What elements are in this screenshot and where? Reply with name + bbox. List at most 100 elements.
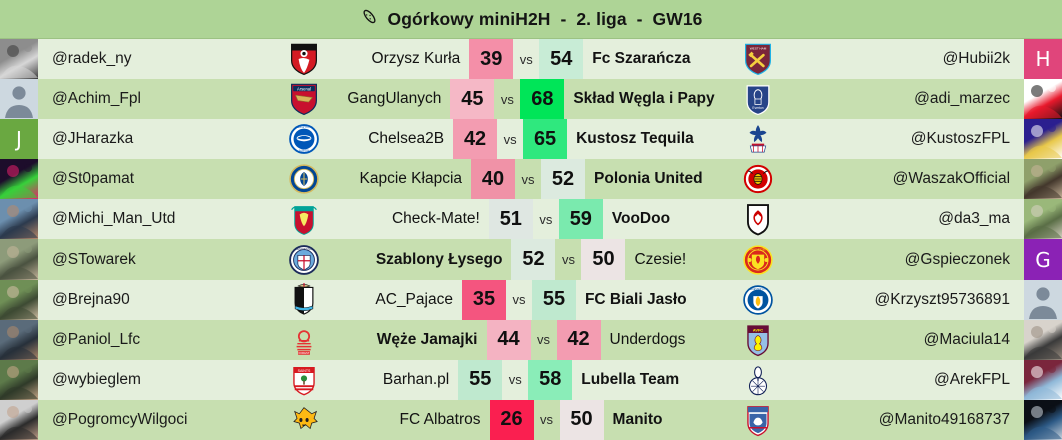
vs-label: vs (503, 131, 517, 147)
fixture-row: @PogromcyWilgoci FC Albatros 26 vs 50 Manito @… (0, 399, 1062, 440)
away-manager[interactable]: @Manito49168737 (878, 410, 1011, 428)
home-manager[interactable]: @PogromcyWilgoci (52, 410, 188, 428)
away-club-badge-west-ham-icon: WEST HAM (724, 39, 792, 79)
home-team-name: AC_Pajace (375, 290, 453, 308)
home-manager[interactable]: @Achim_Fpl (52, 90, 141, 108)
home-manager[interactable]: @Brejna90 (52, 290, 130, 308)
title-separator-1: - (560, 8, 567, 29)
away-manager[interactable]: @Gspieczonek (904, 250, 1010, 268)
home-team-name: GangUlanych (347, 90, 442, 108)
fpl-sombrero-avatar (1024, 119, 1062, 160)
fixtures-list: @radek_ny Orzysz Kurła 39 vs 54 Fc Szarańcza W… (0, 39, 1062, 440)
title-separator-2: - (636, 8, 643, 29)
home-team-name: Szablony Łysego (375, 250, 503, 268)
home-club-badge-southampton-icon: SAINTS (270, 360, 338, 400)
away-manager[interactable]: @da3_ma (938, 210, 1011, 228)
away-club-badge-everton-icon: Everton (724, 79, 792, 119)
home-club-badge-bournemouth-icon (270, 39, 338, 79)
vs-label: vs (540, 412, 554, 428)
photo-avatar (1024, 159, 1062, 200)
home-score: 39 (469, 39, 514, 80)
away-team-name: VooDoo (611, 210, 671, 228)
home-score: 55 (458, 359, 503, 400)
photo-avatar (0, 199, 38, 240)
away-club-badge-brentford-icon (724, 159, 792, 199)
fixture-row: @Achim_Fpl Arsenal GangUlanych 45 vs 68 Skład … (0, 79, 1062, 120)
away-team-name: Polonia United (594, 170, 703, 188)
league-label: 2. liga (576, 8, 627, 29)
home-team-name: Węże Jamajki (376, 330, 478, 348)
fixture-row: @Michi_Man_Utd Check-Mate! 51 vs 59 VooDoo @da… (0, 199, 1062, 240)
home-club-badge-chelsea-icon (270, 159, 338, 199)
home-club-badge-newcastle-icon (270, 280, 338, 320)
skull-avatar (0, 39, 38, 80)
home-manager[interactable]: @Michi_Man_Utd (52, 210, 176, 228)
vs-label: vs (508, 372, 522, 388)
fixture-row: @Brejna90 AC_Pajace 35 vs 55 FC Biali Jasło LE… (0, 279, 1062, 320)
away-club-badge-leicester-icon: LEICESTER CITY (724, 280, 792, 320)
pickle-icon (360, 7, 379, 31)
home-score: 44 (486, 319, 531, 360)
home-manager[interactable]: @STowarek (52, 250, 136, 268)
away-score: 50 (559, 399, 604, 440)
away-score: 65 (523, 119, 568, 160)
svg-text:WEST HAM: WEST HAM (750, 46, 767, 50)
away-manager[interactable]: @ArekFPL (933, 370, 1011, 388)
fixture-row: @wybieglem SAINTS Barhan.pl 55 vs 58 Lubella T… (0, 359, 1062, 400)
away-team-name: Manito (612, 410, 663, 428)
photo-avatar (0, 319, 38, 360)
photo-avatar (0, 399, 38, 440)
home-club-badge-nottingham-forest-icon: FOREST (270, 320, 338, 360)
home-manager[interactable]: @radek_ny (52, 50, 132, 68)
vs-label: vs (539, 211, 553, 227)
away-score: 68 (520, 79, 565, 120)
home-score: 42 (453, 119, 498, 160)
svg-text:MANCHESTER: MANCHESTER (750, 248, 766, 251)
away-team-name: Fc Szarańcza (592, 50, 691, 68)
elektryk-graphic-avatar (0, 159, 38, 200)
svg-text:ALBION: ALBION (299, 149, 309, 153)
away-score: 55 (531, 279, 576, 320)
letter-avatar: J (0, 119, 38, 160)
svg-text:BRIGHTON: BRIGHTON (297, 125, 312, 129)
home-manager[interactable]: @Paniol_Lfc (52, 330, 141, 348)
away-score: 42 (556, 319, 601, 360)
abc-adrian-boss-avatar (1024, 79, 1062, 120)
home-manager[interactable]: @JHarazka (52, 130, 134, 148)
header-bar: Ogórkowy miniH2H - 2. liga - GW16 (0, 0, 1062, 39)
away-club-badge-crystal-palace-icon (724, 119, 792, 159)
home-club-badge-brighton-icon: BRIGHTON ALBION (270, 119, 338, 159)
away-score: 59 (558, 199, 603, 240)
page-title: Ogórkowy miniH2H (387, 8, 551, 29)
home-team-name: FC Albatros (399, 410, 481, 428)
photo-avatar (1024, 319, 1062, 360)
svg-text:LEICESTER CITY: LEICESTER CITY (749, 289, 768, 291)
home-team-name: Check-Mate! (391, 210, 480, 228)
away-manager[interactable]: @WaszakOfficial (892, 170, 1011, 188)
home-score: 35 (461, 279, 506, 320)
letter-avatar: G (1024, 239, 1062, 280)
home-manager[interactable]: @St0pamat (52, 170, 135, 188)
fixture-row: J @JHarazka BRIGHTON ALBION Chelsea2B 42 vs 65 K… (0, 119, 1062, 160)
vs-label: vs (537, 332, 550, 348)
away-club-badge-fulham-icon (724, 199, 792, 239)
home-club-badge-liverpool-icon (270, 199, 338, 239)
away-club-badge-tottenham-icon (724, 360, 792, 400)
away-manager[interactable]: @Maciula14 (923, 330, 1011, 348)
away-manager[interactable]: @Krzyszt95736891 (874, 290, 1011, 308)
home-team-name: Orzysz Kurła (371, 50, 461, 68)
away-manager[interactable]: @Hubii2k (942, 50, 1010, 68)
photo-avatar (0, 239, 38, 280)
vs-label: vs (500, 91, 514, 107)
fixture-row: @St0pamat Kapcie Kłapcia 40 vs 52 Polonia Uni… (0, 159, 1062, 200)
away-manager[interactable]: @KustoszFPL (910, 130, 1010, 148)
home-manager[interactable]: @wybieglem (52, 370, 141, 388)
home-score: 45 (450, 79, 495, 120)
home-club-badge-wolves-icon (270, 400, 338, 440)
vs-label: vs (561, 252, 575, 268)
home-team-name: Chelsea2B (368, 130, 445, 148)
away-club-badge-ipswich-icon (724, 400, 792, 440)
away-manager[interactable]: @adi_marzec (914, 90, 1011, 108)
home-team-name: Kapcie Kłapcia (359, 170, 463, 188)
vs-label: vs (521, 171, 535, 187)
